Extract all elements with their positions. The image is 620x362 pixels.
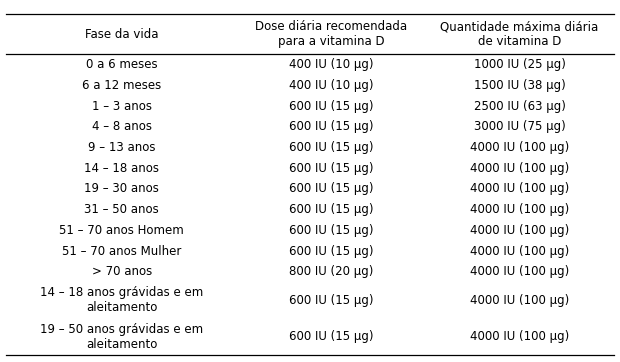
Text: 2500 IU (63 μg): 2500 IU (63 μg) (474, 100, 565, 113)
Text: 400 IU (10 μg): 400 IU (10 μg) (289, 58, 373, 71)
Text: 4000 IU (100 μg): 4000 IU (100 μg) (470, 330, 569, 343)
Text: 4000 IU (100 μg): 4000 IU (100 μg) (470, 245, 569, 257)
Text: 4000 IU (100 μg): 4000 IU (100 μg) (470, 162, 569, 175)
Text: 4 – 8 anos: 4 – 8 anos (92, 120, 152, 133)
Text: 1500 IU (38 μg): 1500 IU (38 μg) (474, 79, 565, 92)
Text: 600 IU (15 μg): 600 IU (15 μg) (289, 182, 373, 195)
Text: 600 IU (15 μg): 600 IU (15 μg) (289, 120, 373, 133)
Text: 19 – 50 anos grávidas e em
aleitamento: 19 – 50 anos grávidas e em aleitamento (40, 323, 203, 351)
Text: 4000 IU (100 μg): 4000 IU (100 μg) (470, 182, 569, 195)
Text: 4000 IU (100 μg): 4000 IU (100 μg) (470, 141, 569, 154)
Text: Quantidade máxima diária
de vitamina D: Quantidade máxima diária de vitamina D (440, 20, 599, 48)
Text: 600 IU (15 μg): 600 IU (15 μg) (289, 224, 373, 237)
Text: 0 a 6 meses: 0 a 6 meses (86, 58, 157, 71)
Text: 1 – 3 anos: 1 – 3 anos (92, 100, 152, 113)
Text: 4000 IU (100 μg): 4000 IU (100 μg) (470, 265, 569, 278)
Text: 600 IU (15 μg): 600 IU (15 μg) (289, 294, 373, 307)
Text: 4000 IU (100 μg): 4000 IU (100 μg) (470, 294, 569, 307)
Text: > 70 anos: > 70 anos (92, 265, 152, 278)
Text: 4000 IU (100 μg): 4000 IU (100 μg) (470, 203, 569, 216)
Text: 14 – 18 anos grávidas e em
aleitamento: 14 – 18 anos grávidas e em aleitamento (40, 286, 203, 314)
Text: 51 – 70 anos Mulher: 51 – 70 anos Mulher (62, 245, 181, 257)
Text: Dose diária recomendada
para a vitamina D: Dose diária recomendada para a vitamina … (255, 20, 407, 48)
Text: 600 IU (15 μg): 600 IU (15 μg) (289, 330, 373, 343)
Text: 600 IU (15 μg): 600 IU (15 μg) (289, 100, 373, 113)
Text: 9 – 13 anos: 9 – 13 anos (88, 141, 156, 154)
Text: 14 – 18 anos: 14 – 18 anos (84, 162, 159, 175)
Text: 600 IU (15 μg): 600 IU (15 μg) (289, 203, 373, 216)
Text: 1000 IU (25 μg): 1000 IU (25 μg) (474, 58, 565, 71)
Text: 31 – 50 anos: 31 – 50 anos (84, 203, 159, 216)
Text: 600 IU (15 μg): 600 IU (15 μg) (289, 141, 373, 154)
Text: 6 a 12 meses: 6 a 12 meses (82, 79, 161, 92)
Text: Fase da vida: Fase da vida (85, 28, 158, 41)
Text: 19 – 30 anos: 19 – 30 anos (84, 182, 159, 195)
Text: 800 IU (20 μg): 800 IU (20 μg) (289, 265, 373, 278)
Text: 400 IU (10 μg): 400 IU (10 μg) (289, 79, 373, 92)
Text: 3000 IU (75 μg): 3000 IU (75 μg) (474, 120, 565, 133)
Text: 4000 IU (100 μg): 4000 IU (100 μg) (470, 224, 569, 237)
Text: 51 – 70 anos Homem: 51 – 70 anos Homem (60, 224, 184, 237)
Text: 600 IU (15 μg): 600 IU (15 μg) (289, 162, 373, 175)
Text: 600 IU (15 μg): 600 IU (15 μg) (289, 245, 373, 257)
